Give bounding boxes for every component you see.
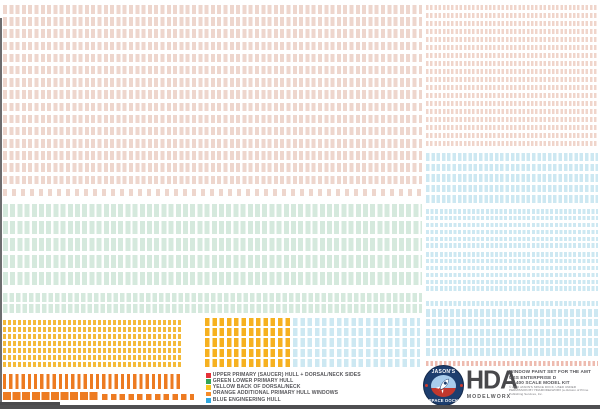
orange-squares-large	[3, 392, 98, 400]
product-title-line: WINDOW PAINT SET FOR THE AMT	[509, 369, 591, 374]
hda-logo-text: HDA	[466, 365, 518, 395]
legend-label: ORANGE ADDITIONAL PRIMARY HULL WINDOWS	[212, 390, 339, 397]
blue-engineering-thin-row	[426, 301, 598, 306]
legend-item: UPPER PRIMARY (SAUCER) HULL + DORSAL/NEC…	[206, 372, 421, 378]
blue-engineering-windows-d	[426, 309, 598, 358]
green-lower-primary-small-rows	[3, 293, 422, 315]
product-info: WINDOW PAINT SET FOR THE AMT USS ENTERPR…	[509, 369, 599, 397]
legend-item: GREEN LOWER PRIMARY HULL	[206, 378, 421, 384]
red-swatch	[206, 372, 211, 378]
orange-squares-small	[102, 394, 194, 400]
rocket-icon	[435, 378, 449, 394]
modelworx-logo-text: MODELWORX	[466, 393, 512, 400]
legend-label: UPPER PRIMARY (SAUCER) HULL + DORSAL/NEC…	[212, 371, 361, 378]
logo-top-text: JASON'S	[431, 368, 456, 375]
pink-dash-row-bottom-right	[426, 361, 598, 366]
pink-saucer-windows-left	[3, 5, 422, 188]
product-title-line: USS ENTERPRISE D	[509, 374, 557, 380]
sheet-left-edge	[0, 18, 2, 409]
yellow-dorsal-tall-windows	[205, 318, 291, 369]
logo-inner-circle	[431, 375, 456, 397]
fine-print-line: Publishing Services, Inc.	[509, 391, 543, 396]
product-title-line: 1/1400 SCALE MODEL KIT	[509, 380, 570, 386]
green-swatch	[206, 379, 211, 384]
color-legend: UPPER PRIMARY (SAUCER) HULL + DORSAL/NEC…	[206, 372, 421, 403]
jasons-space-dock-logo: JASON'S SPACE DOCK	[423, 365, 464, 406]
pink-saucer-windows-sparse-row	[3, 189, 422, 196]
fine-print-line: © 2020 JASON'S SPACE DOCK. USED UNDER	[509, 384, 576, 389]
legend-item: BLUE ENGINEERING HULL	[206, 397, 421, 403]
legend-label: GREEN LOWER PRIMARY HULL	[212, 377, 294, 384]
legend-item: ORANGE ADDITIONAL PRIMARY HULL WINDOWS	[206, 391, 421, 397]
hda-modelworx-logo: HDA MODELWORX	[466, 365, 518, 400]
yellow-dorsal-small-windows	[3, 320, 183, 369]
logo-dot-icon	[424, 384, 428, 387]
green-lower-primary-windows	[3, 204, 422, 289]
blue-engineering-windows-c	[426, 252, 598, 293]
legend-label: BLUE ENGINEERING HULL	[212, 396, 281, 403]
blue-swatch	[206, 397, 211, 403]
fine-print-line: PERMISSION BY HDAMODELWORX (a division o…	[509, 388, 589, 393]
logo-dot-icon	[459, 384, 463, 387]
yellow-swatch	[206, 385, 211, 391]
orange-swatch	[206, 391, 211, 397]
pink-dense-windows-right	[426, 5, 598, 149]
legend-label: YELLOW BACK OF DORSAL/NECK	[212, 384, 301, 391]
blue-engineering-windows-b	[426, 209, 598, 250]
blue-engineering-windows-a	[426, 153, 598, 206]
legend-item: YELLOW BACK OF DORSAL/NECK	[206, 385, 421, 391]
blue-tall-windows	[293, 318, 420, 369]
orange-window-bars	[3, 374, 182, 389]
sheet-bottom-edge	[0, 405, 600, 409]
logo-bottom-text: SPACE DOCK	[428, 398, 459, 403]
